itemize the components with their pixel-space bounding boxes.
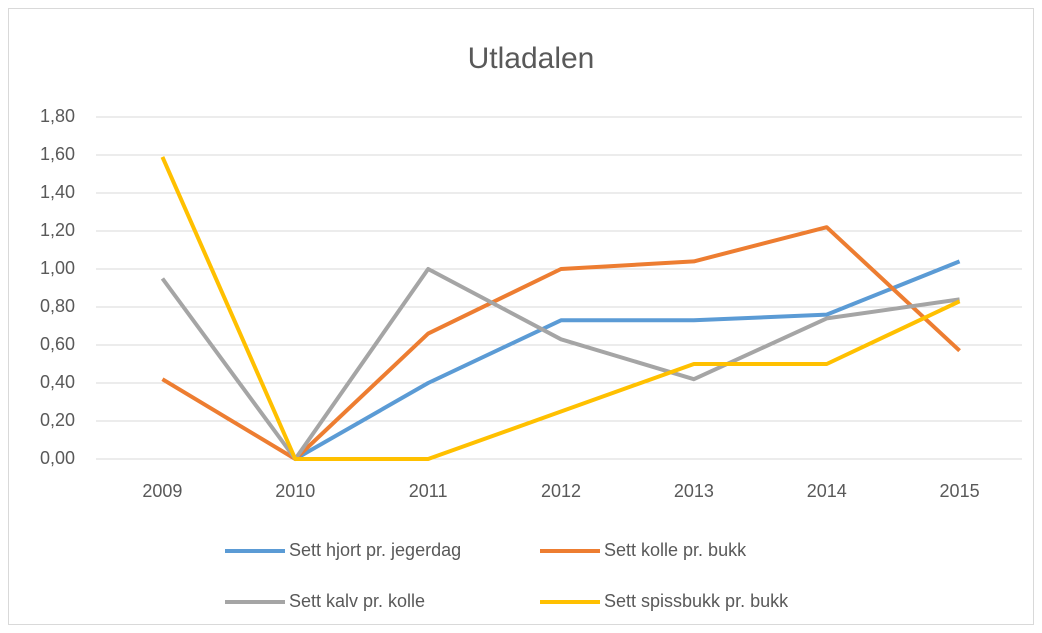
y-tick-label: 1,80	[40, 106, 75, 126]
y-tick-label: 1,20	[40, 220, 75, 240]
legend-label: Sett kalv pr. kolle	[289, 591, 425, 611]
series-line	[160, 156, 961, 461]
x-tick-label: 2015	[940, 481, 980, 501]
x-tick-label: 2012	[541, 481, 581, 501]
y-tick-label: 1,60	[40, 144, 75, 164]
x-tick-label: 2010	[275, 481, 315, 501]
chart-title: Utladalen	[468, 42, 595, 75]
y-tick-label: 0,80	[40, 296, 75, 316]
y-tick-label: 1,40	[40, 182, 75, 202]
series-line	[294, 259, 961, 461]
y-tick-label: 0,00	[40, 448, 75, 468]
y-tick-label: 0,20	[40, 410, 75, 430]
y-tick-label: 0,40	[40, 372, 75, 392]
legend-label: Sett kolle pr. bukk	[604, 540, 747, 560]
x-tick-label: 2014	[807, 481, 847, 501]
y-tick-label: 1,00	[40, 258, 75, 278]
legend-label: Sett hjort pr. jegerdag	[289, 540, 461, 560]
legend-label: Sett spissbukk pr. bukk	[604, 591, 789, 611]
y-tick-label: 0,60	[40, 334, 75, 354]
x-tick-label: 2011	[409, 481, 448, 501]
x-tick-label: 2013	[674, 481, 714, 501]
x-tick-label: 2009	[142, 481, 182, 501]
